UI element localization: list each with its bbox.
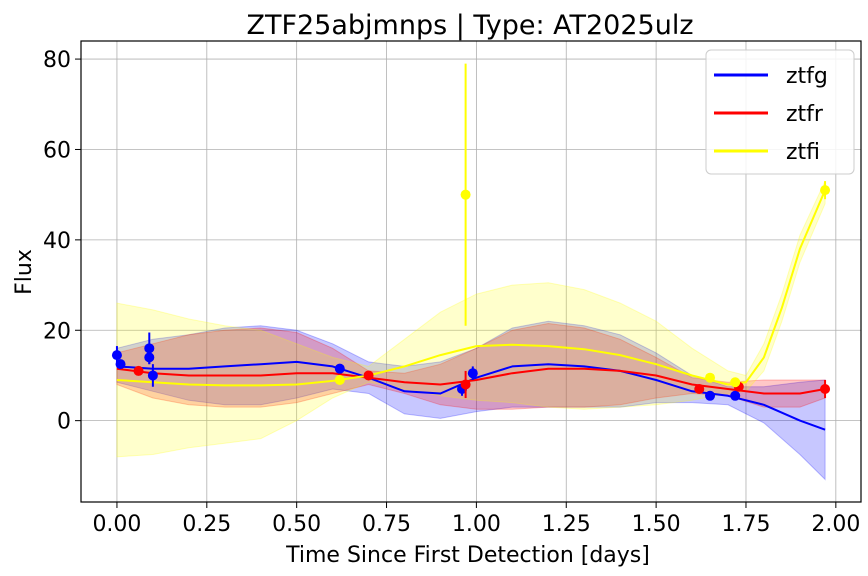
y-tick-label: 40 <box>43 229 71 254</box>
ztfg-model-line <box>116 360 826 431</box>
model-lines <box>116 189 827 431</box>
ztfi-data-point <box>820 185 831 196</box>
y-tick-label: 80 <box>43 48 71 73</box>
x-tick-label: 1.00 <box>452 512 501 537</box>
ztfi-model-line <box>116 189 827 387</box>
legend-label-ztfg: ztfg <box>786 64 828 89</box>
ztfi-data-point <box>460 189 471 200</box>
ztfr-data-point <box>133 365 144 376</box>
y-axis-label: Flux <box>12 249 37 295</box>
x-tick-label: 1.50 <box>632 512 681 537</box>
x-tick-label: 0.75 <box>362 512 411 537</box>
ztfi-data-point <box>730 377 741 388</box>
x-tick-label: 1.25 <box>542 512 591 537</box>
x-tick-label: 2.00 <box>811 512 860 537</box>
data-points <box>111 63 831 401</box>
ztfr-model-line <box>116 367 826 395</box>
ztfg-data-point <box>144 343 155 354</box>
ztfr-data-point <box>820 384 831 395</box>
ztfg-data-point <box>115 359 126 370</box>
ztfr-data-point <box>460 379 471 390</box>
ztfi-uncertainty-band <box>116 180 826 458</box>
ztfr-data-point <box>363 370 374 381</box>
ztfg-data-point <box>730 390 741 401</box>
legend-frame <box>705 49 855 175</box>
x-axis-label: Time Since First Detection [days] <box>285 543 650 568</box>
ztfr-data-point <box>694 384 705 395</box>
uncertainty-bands <box>116 180 826 481</box>
legend: ztfg ztfr ztfi <box>705 49 855 175</box>
y-tick-label: 60 <box>43 138 71 163</box>
y-tick-label: 20 <box>43 319 71 344</box>
x-tick-label: 1.75 <box>721 512 770 537</box>
chart-title: ZTF25abjmnps | Type: AT2025ulz <box>246 10 693 41</box>
legend-label-ztfi: ztfi <box>786 140 820 165</box>
ztfg-data-point <box>334 363 345 374</box>
x-tick-label: 0.50 <box>272 512 321 537</box>
y-tick-label: 0 <box>57 410 71 435</box>
axis-ticks: 0.00 0.25 0.50 0.75 1.00 1.25 1.50 1.75 2.00 0 20 4… <box>43 48 860 537</box>
plot-frame <box>80 40 862 503</box>
ztfg-data-point <box>705 390 716 401</box>
legend-label-ztfr: ztfr <box>786 102 824 127</box>
ztfi-data-point <box>705 372 716 383</box>
x-tick-label: 0.00 <box>92 512 141 537</box>
ztfi-data-point <box>334 374 345 385</box>
ztfg-uncertainty-band <box>116 320 826 481</box>
ztfg-data-point <box>111 350 122 361</box>
ztfg-data-point <box>467 368 478 379</box>
ztfg-data-point <box>144 352 155 363</box>
ztfg-data-point <box>147 370 158 381</box>
x-tick-label: 0.25 <box>182 512 231 537</box>
